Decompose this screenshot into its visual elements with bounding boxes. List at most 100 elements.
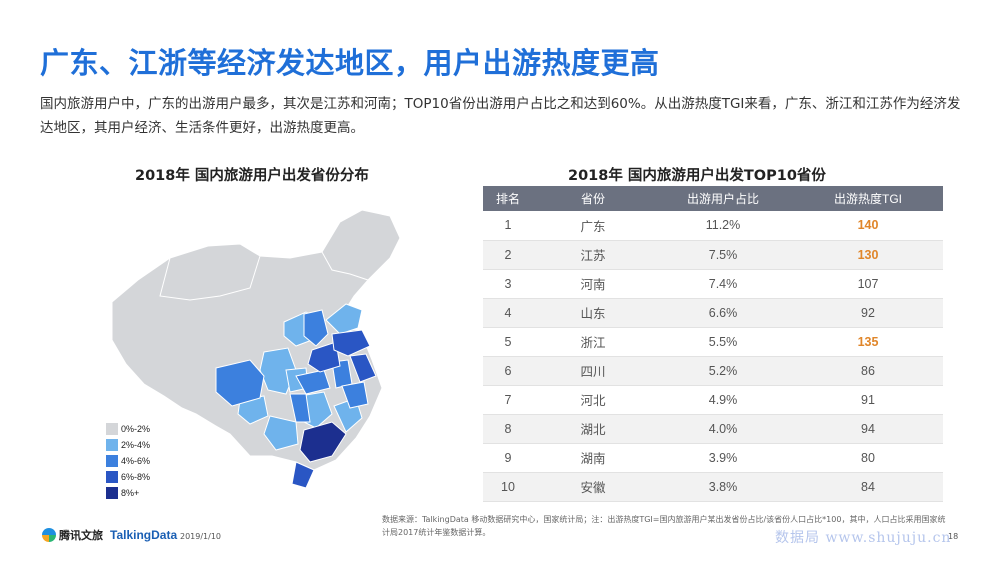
map-region-guangxi [263, 415, 299, 451]
cell-tgi: 130 [793, 240, 943, 270]
map-region-jiangsu [349, 353, 377, 383]
table-row: 10 安徽 3.8% 84 [483, 472, 943, 502]
map-region-guangdong [299, 421, 347, 463]
header-province: 省份 [533, 186, 653, 211]
map-region-sichuan [215, 359, 265, 407]
cell-rank: 4 [483, 298, 533, 328]
cell-share: 4.0% [653, 414, 793, 444]
table-row: 3 河南 7.4% 107 [483, 269, 943, 299]
tencent-logo-text: 腾讯文旅 [59, 529, 103, 542]
data-source-note: 数据来源：TalkingData 移动数据研究中心，国家统计局；注：出游热度TG… [382, 515, 946, 537]
table-row: 9 湖南 3.9% 80 [483, 443, 943, 473]
map-legend: 0%-2% 2%-4% 4%-6% 6%-8% 8%+ [106, 422, 150, 502]
page-title: 广东、江浙等经济发达地区，用户出游热度更高 [40, 46, 660, 80]
map-region-hubei [295, 369, 331, 395]
cell-province: 广东 [533, 211, 653, 241]
cell-share: 5.2% [653, 356, 793, 386]
map-region-zhejiang [341, 381, 369, 409]
cell-tgi: 107 [793, 269, 943, 299]
legend-label: 4%-6% [121, 456, 151, 466]
cell-share: 3.9% [653, 443, 793, 473]
legend-label: 0%-2% [121, 424, 151, 434]
table-row: 5 浙江 5.5% 135 [483, 327, 943, 357]
map-region-hainan [291, 461, 315, 489]
cell-province: 河南 [533, 269, 653, 299]
header-rank: 排名 [483, 186, 533, 211]
legend-label: 6%-8% [121, 472, 151, 482]
legend-swatch [106, 439, 118, 451]
cell-tgi: 80 [793, 443, 943, 473]
cell-province: 安徽 [533, 472, 653, 502]
cell-tgi: 135 [793, 327, 943, 357]
cell-tgi: 86 [793, 356, 943, 386]
cell-tgi: 91 [793, 385, 943, 415]
table-row: 4 山东 6.6% 92 [483, 298, 943, 328]
table-row: 8 湖北 4.0% 94 [483, 414, 943, 444]
cell-rank: 1 [483, 211, 533, 241]
table-row: 7 河北 4.9% 91 [483, 385, 943, 415]
cell-province: 湖南 [533, 443, 653, 473]
map-region-shandong [331, 329, 371, 357]
map-region-hunan [289, 393, 311, 423]
talkingdata-logo: TalkingData [110, 528, 178, 542]
legend-swatch [106, 423, 118, 435]
map-title: 2018年 国内旅游用户出发省份分布 [135, 168, 369, 184]
legend-swatch [106, 487, 118, 499]
map-region-hebei [303, 309, 329, 347]
map-region-liaoning [325, 303, 363, 335]
cell-share: 7.4% [653, 269, 793, 299]
legend-item: 0%-2% [106, 422, 150, 436]
legend-swatch [106, 471, 118, 483]
legend-item: 4%-6% [106, 454, 150, 468]
header-tgi: 出游热度TGI [793, 186, 943, 211]
cell-tgi: 94 [793, 414, 943, 444]
legend-item: 8%+ [106, 486, 150, 500]
cell-province: 四川 [533, 356, 653, 386]
table-header-row: 排名 省份 出游用户占比 出游热度TGI [483, 186, 943, 211]
cell-rank: 7 [483, 385, 533, 415]
table-row: 1 广东 11.2% 140 [483, 211, 943, 241]
legend-label: 8%+ [121, 488, 140, 498]
cell-tgi: 84 [793, 472, 943, 502]
page-number: 18 [948, 532, 959, 541]
cell-share: 5.5% [653, 327, 793, 357]
legend-swatch [106, 455, 118, 467]
cell-share: 6.6% [653, 298, 793, 328]
tencent-travel-logo: 腾讯文旅 [42, 527, 103, 543]
cell-rank: 8 [483, 414, 533, 444]
page-description: 国内旅游用户中，广东的出游用户最多，其次是江苏和河南；TOP10省份出游用户占比… [40, 96, 961, 136]
cell-tgi: 92 [793, 298, 943, 328]
cell-rank: 5 [483, 327, 533, 357]
cell-province: 江苏 [533, 240, 653, 270]
header-share: 出游用户占比 [653, 186, 793, 211]
cell-share: 7.5% [653, 240, 793, 270]
cell-share: 11.2% [653, 211, 793, 241]
watermark: 数据局 www.shujuju.cn [775, 530, 952, 546]
table-row: 2 江苏 7.5% 130 [483, 240, 943, 270]
cell-share: 3.8% [653, 472, 793, 502]
cell-rank: 10 [483, 472, 533, 502]
cell-province: 山东 [533, 298, 653, 328]
cell-province: 湖北 [533, 414, 653, 444]
tencent-logo-icon [42, 528, 56, 542]
table-row: 6 四川 5.2% 86 [483, 356, 943, 386]
map-region-northeast [321, 209, 401, 281]
report-date: 2019/1/10 [180, 532, 222, 541]
cell-rank: 9 [483, 443, 533, 473]
cell-tgi: 140 [793, 211, 943, 241]
cell-province: 河北 [533, 385, 653, 415]
map-region-henan [307, 341, 341, 373]
cell-rank: 2 [483, 240, 533, 270]
cell-rank: 3 [483, 269, 533, 299]
top10-table: 排名 省份 出游用户占比 出游热度TGI 1 广东 11.2% 140 2 江苏 7.5% 1… [483, 186, 943, 502]
cell-share: 4.9% [653, 385, 793, 415]
table-title: 2018年 国内旅游用户出发TOP10省份 [568, 168, 826, 184]
legend-item: 6%-8% [106, 470, 150, 484]
legend-label: 2%-4% [121, 440, 151, 450]
legend-item: 2%-4% [106, 438, 150, 452]
map-region-shaanxi [259, 347, 297, 395]
cell-rank: 6 [483, 356, 533, 386]
china-province-map [100, 200, 440, 500]
map-region-xinjiang [159, 243, 261, 301]
cell-province: 浙江 [533, 327, 653, 357]
